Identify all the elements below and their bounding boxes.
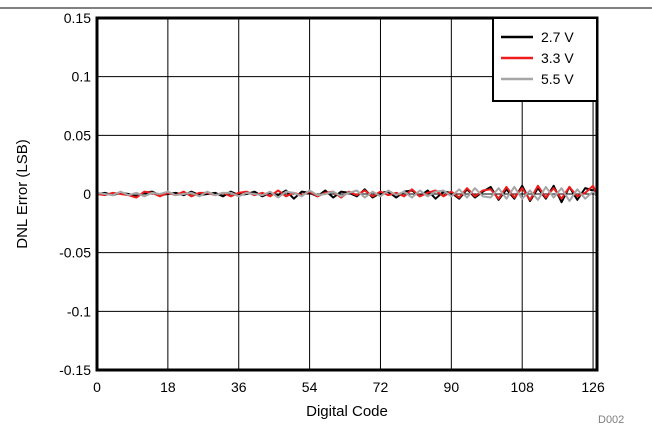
y-tick-label: -0.1 (67, 303, 91, 319)
legend-label: 5.5 V (541, 71, 574, 87)
plot-area-frame (95, 16, 599, 372)
series-layer (96, 184, 598, 204)
x-tick-label: 36 (231, 379, 247, 395)
y-tick-label: -0.15 (59, 362, 91, 378)
x-axis-ticks: 0 18 36 54 72 90 108 126 (93, 379, 605, 395)
y-tick-label: 0.1 (72, 69, 92, 85)
series-line-2 (96, 184, 598, 201)
legend-items: 2.7 V 3.3 V 5.5 V (501, 29, 574, 87)
y-tick-label: 0.05 (64, 127, 91, 143)
y-tick-label: -0.05 (59, 245, 91, 261)
y-tick-label: 0.15 (64, 10, 91, 26)
legend: 2.7 V 3.3 V 5.5 V (492, 17, 598, 102)
y-axis-label: DNL Error (LSB) (14, 139, 31, 248)
y-tick-label: 0 (83, 186, 91, 202)
x-tick-label: 108 (511, 379, 535, 395)
legend-label: 2.7 V (541, 29, 574, 45)
x-axis-label: Digital Code (306, 403, 388, 420)
x-tick-label: 90 (444, 379, 460, 395)
y-axis-ticks: 0.15 0.1 0.05 0 -0.05 -0.1 -0.15 (59, 10, 91, 378)
x-tick-label: 54 (302, 379, 318, 395)
x-tick-label: 72 (373, 379, 389, 395)
x-tick-label: 18 (160, 379, 176, 395)
series-line-3 (96, 185, 598, 203)
legend-label: 3.3 V (541, 50, 574, 66)
figure-id-label: D002 (598, 414, 624, 426)
x-tick-label: 126 (581, 379, 605, 395)
legend-box (492, 17, 598, 102)
x-tick-label: 0 (93, 379, 101, 395)
